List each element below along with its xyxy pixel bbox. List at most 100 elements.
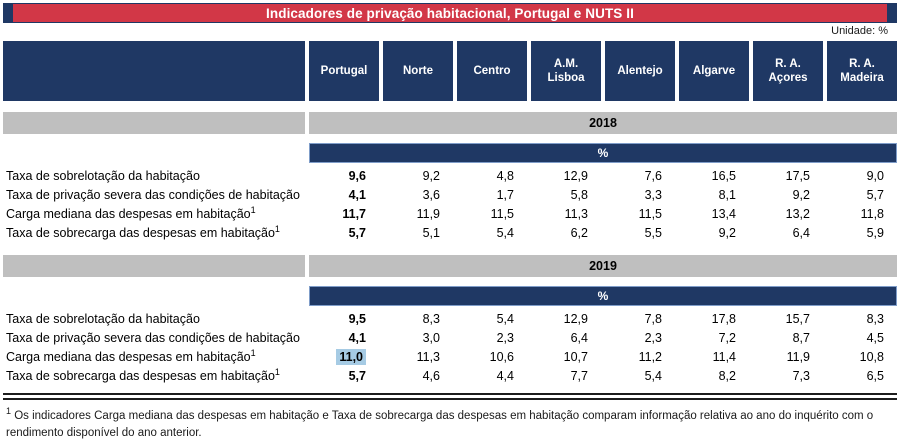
value-cell: 3,0 bbox=[422, 331, 440, 345]
value-cell: 11,5 bbox=[638, 207, 662, 221]
value-cell: 10,6 bbox=[489, 350, 514, 364]
value-cell: 11,5 bbox=[490, 207, 514, 221]
title-right-cap bbox=[887, 3, 897, 23]
value-cell: 5,7 bbox=[348, 369, 366, 383]
table-row: Taxa de sobrelotação da habitação 9,6 9,2 4… bbox=[3, 167, 897, 186]
value-cell: 6,4 bbox=[792, 226, 810, 240]
value-cell: 11,2 bbox=[638, 350, 662, 364]
value-cell: 9,0 bbox=[866, 169, 884, 183]
year-band-left-segment bbox=[3, 255, 305, 277]
table-row: Taxa de privação severa das condições de… bbox=[3, 329, 897, 348]
year-band: 2018 bbox=[3, 112, 897, 134]
page-title: Indicadores de privação habitacional, Po… bbox=[266, 5, 634, 21]
table-row: Carga mediana das despesas em habitação1… bbox=[3, 348, 897, 367]
value-cell: 11,4 bbox=[712, 350, 736, 364]
percent-label: % bbox=[597, 289, 609, 303]
unit-label: Unidade: % bbox=[831, 25, 888, 37]
table-row: Taxa de sobrelotação da habitação 9,5 8,3 5… bbox=[3, 310, 897, 329]
value-cell: 4,1 bbox=[348, 188, 366, 202]
highlighted-value-cell: 11,0 bbox=[309, 348, 379, 367]
column-header: R. A. Madeira bbox=[827, 41, 897, 101]
row-label: Taxa de sobrecarga das despesas em habit… bbox=[6, 224, 280, 240]
value-cell: 4,6 bbox=[422, 369, 440, 383]
value-cell: 12,9 bbox=[563, 312, 588, 326]
value-cell: 5,4 bbox=[496, 226, 514, 240]
footnote-text: Os indicadores Carga mediana das despesa… bbox=[6, 409, 874, 439]
value-cell: 16,5 bbox=[711, 169, 736, 183]
value-cell: 8,3 bbox=[866, 312, 884, 326]
value-cell: 12,9 bbox=[563, 169, 588, 183]
value-cell: 6,2 bbox=[570, 226, 588, 240]
value-cell: 5,4 bbox=[644, 369, 662, 383]
value-cell: 11,3 bbox=[564, 207, 588, 221]
table-row: Carga mediana das despesas em habitação1… bbox=[3, 205, 897, 224]
column-header: Alentejo bbox=[605, 41, 675, 101]
value-cell: 9,2 bbox=[792, 188, 810, 202]
column-header-row: Portugal Norte Centro A.M. Lisboa Alentejo Al… bbox=[3, 41, 897, 101]
value-cell: 17,5 bbox=[785, 169, 810, 183]
value-cell: 11,9 bbox=[416, 207, 440, 221]
value-cell: 4,1 bbox=[348, 331, 366, 345]
value-cell: 7,3 bbox=[792, 369, 810, 383]
value-cell: 6,5 bbox=[866, 369, 884, 383]
value-cell: 13,4 bbox=[711, 207, 736, 221]
value-cell: 7,8 bbox=[644, 312, 662, 326]
percent-label: % bbox=[597, 146, 609, 160]
value-cell: 8,2 bbox=[718, 369, 736, 383]
year-label: 2019 bbox=[309, 255, 897, 277]
title-bar: Indicadores de privação habitacional, Po… bbox=[3, 3, 897, 23]
table-row: Taxa de sobrecarga das despesas em habit… bbox=[3, 224, 897, 243]
value-cell: 17,8 bbox=[711, 312, 736, 326]
value-cell: 4,4 bbox=[496, 369, 514, 383]
percent-band: % bbox=[309, 286, 897, 306]
row-label: Taxa de privação severa das condições de… bbox=[6, 188, 300, 202]
column-header: Norte bbox=[383, 41, 453, 101]
value-cell: 11,3 bbox=[416, 350, 440, 364]
value-cell: 5,7 bbox=[348, 226, 366, 240]
value-cell: 13,2 bbox=[785, 207, 810, 221]
value-cell: 7,7 bbox=[570, 369, 588, 383]
value-cell: 3,3 bbox=[644, 188, 662, 202]
column-header: Portugal bbox=[309, 41, 379, 101]
value-cell: 2,3 bbox=[496, 331, 514, 345]
value-cell: 5,7 bbox=[866, 188, 884, 202]
value-cell: 4,8 bbox=[496, 169, 514, 183]
table-body: 2018% Taxa de sobrelotação da habitação 9,… bbox=[0, 112, 900, 386]
footnote: 1 Os indicadores Carga mediana das despe… bbox=[6, 405, 890, 441]
value-cell: 9,2 bbox=[422, 169, 440, 183]
section-rows: Taxa de sobrelotação da habitação 9,6 9,2 4… bbox=[3, 167, 897, 243]
footnote-marker: 1 bbox=[6, 406, 12, 416]
value-cell: 5,1 bbox=[422, 226, 440, 240]
column-header: R. A. Açores bbox=[753, 41, 823, 101]
value-cell: 6,4 bbox=[570, 331, 588, 345]
bottom-divider bbox=[3, 393, 897, 400]
row-label: Taxa de sobrecarga das despesas em habit… bbox=[6, 367, 280, 383]
value-cell: 9,5 bbox=[348, 312, 366, 326]
column-header: Algarve bbox=[679, 41, 749, 101]
value-cell: 9,2 bbox=[718, 226, 736, 240]
value-cell: 11,9 bbox=[786, 350, 810, 364]
row-label: Taxa de sobrelotação da habitação bbox=[6, 169, 200, 183]
value-cell: 1,7 bbox=[496, 188, 514, 202]
column-header: A.M. Lisboa bbox=[531, 41, 601, 101]
row-label: Taxa de sobrelotação da habitação bbox=[6, 312, 200, 326]
value-cell: 5,8 bbox=[570, 188, 588, 202]
value-cell: 10,7 bbox=[563, 350, 588, 364]
table-row: Taxa de sobrecarga das despesas em habit… bbox=[3, 367, 897, 386]
value-cell: 8,1 bbox=[718, 188, 736, 202]
row-label-header-cell bbox=[3, 41, 305, 101]
value-cell: 2,3 bbox=[644, 331, 662, 345]
year-label: 2018 bbox=[309, 112, 897, 134]
title-left-cap bbox=[3, 3, 13, 23]
value-cell: 7,2 bbox=[718, 331, 736, 345]
percent-band: % bbox=[309, 143, 897, 163]
title-band: Indicadores de privação habitacional, Po… bbox=[13, 3, 887, 23]
section-rows: Taxa de sobrelotação da habitação 9,5 8,3 5… bbox=[3, 310, 897, 386]
row-label: Taxa de privação severa das condições de… bbox=[6, 331, 300, 345]
year-band-left-segment bbox=[3, 112, 305, 134]
value-cell: 3,6 bbox=[422, 188, 440, 202]
value-cell: 8,7 bbox=[792, 331, 810, 345]
value-cell: 4,5 bbox=[866, 331, 884, 345]
value-cell: 7,6 bbox=[644, 169, 662, 183]
value-cell: 9,6 bbox=[348, 169, 366, 183]
